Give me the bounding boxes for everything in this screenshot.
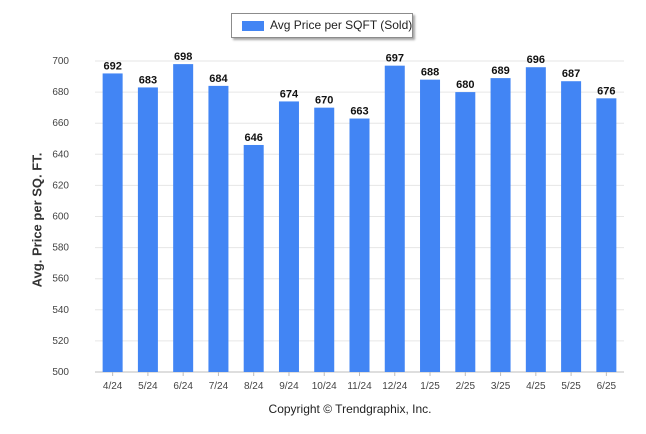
x-tick-label: 4/24	[103, 381, 123, 392]
bar	[420, 79, 441, 372]
x-tick-label: 7/24	[209, 381, 229, 392]
y-tick-label: 680	[52, 87, 69, 98]
bar	[208, 85, 229, 372]
bar-value-label: 663	[350, 106, 368, 118]
bar-value-label: 683	[139, 74, 157, 86]
bar	[349, 118, 370, 372]
bar-value-label: 676	[597, 85, 615, 97]
data-labels: 692 683 698 684 646 674 670 663 697 688 680 689 696 6…	[103, 51, 615, 144]
legend-swatch	[242, 21, 264, 31]
bar	[596, 98, 617, 372]
x-tick-label: 1/25	[420, 381, 440, 392]
bar	[278, 101, 299, 373]
y-tick-label: 520	[52, 336, 69, 347]
bar	[561, 81, 582, 372]
y-tick-label: 580	[52, 243, 69, 254]
x-axis-ticks: 4/24 5/24 6/24 7/24 8/24 9/24 10/24 11/24 12/24 1…	[103, 372, 617, 392]
bar	[173, 64, 194, 373]
bar	[102, 73, 123, 372]
x-tick-label: 5/25	[561, 381, 581, 392]
x-tick-label: 6/25	[597, 381, 617, 392]
copyright-footer: Copyright © Trendgraphix, Inc.	[268, 402, 432, 416]
bar-value-label: 670	[315, 95, 333, 107]
bar	[243, 144, 264, 372]
y-tick-label: 700	[52, 56, 69, 67]
y-axis-title: Avg. Price per SQ. FT.	[29, 152, 45, 288]
y-tick-label: 540	[52, 305, 69, 316]
x-tick-label: 4/25	[526, 381, 546, 392]
bar	[384, 65, 405, 372]
bar-value-label: 697	[386, 53, 404, 65]
legend-label: Avg Price per SQFT (Sold)	[270, 18, 413, 32]
x-tick-label: 10/24	[312, 381, 337, 392]
bar-value-label: 687	[562, 68, 580, 80]
bar-value-label: 698	[174, 51, 192, 63]
bar-value-label: 696	[527, 54, 545, 66]
x-tick-label: 3/25	[491, 381, 511, 392]
y-tick-label: 620	[52, 180, 69, 191]
bar	[525, 67, 546, 372]
bar	[455, 92, 476, 372]
x-tick-label: 11/24	[347, 381, 372, 392]
x-tick-label: 2/25	[456, 381, 476, 392]
bar-value-label: 646	[245, 132, 263, 144]
bar-value-label: 684	[209, 73, 228, 85]
bars	[102, 64, 617, 373]
bar-value-label: 692	[103, 60, 121, 72]
legend: Avg Price per SQFT (Sold)	[231, 13, 413, 38]
bar	[137, 87, 158, 372]
y-tick-label: 660	[52, 118, 69, 129]
x-tick-label: 5/24	[138, 381, 158, 392]
x-tick-label: 6/24	[173, 381, 193, 392]
bar-value-label: 680	[456, 79, 474, 91]
y-tick-label: 600	[52, 212, 69, 223]
y-tick-label: 560	[52, 274, 69, 285]
bar-value-label: 689	[491, 65, 509, 77]
y-axis-ticks: 500 520 540 560 580 600 620 640 660 680 700	[52, 56, 69, 378]
x-tick-label: 8/24	[244, 381, 264, 392]
x-tick-label: 12/24	[382, 381, 407, 392]
bar-value-label: 688	[421, 67, 439, 79]
bar-value-label: 674	[280, 88, 299, 100]
bar	[490, 78, 511, 372]
x-tick-label: 9/24	[279, 381, 299, 392]
y-tick-label: 500	[52, 367, 69, 378]
y-tick-label: 640	[52, 149, 69, 160]
bar	[314, 107, 335, 373]
